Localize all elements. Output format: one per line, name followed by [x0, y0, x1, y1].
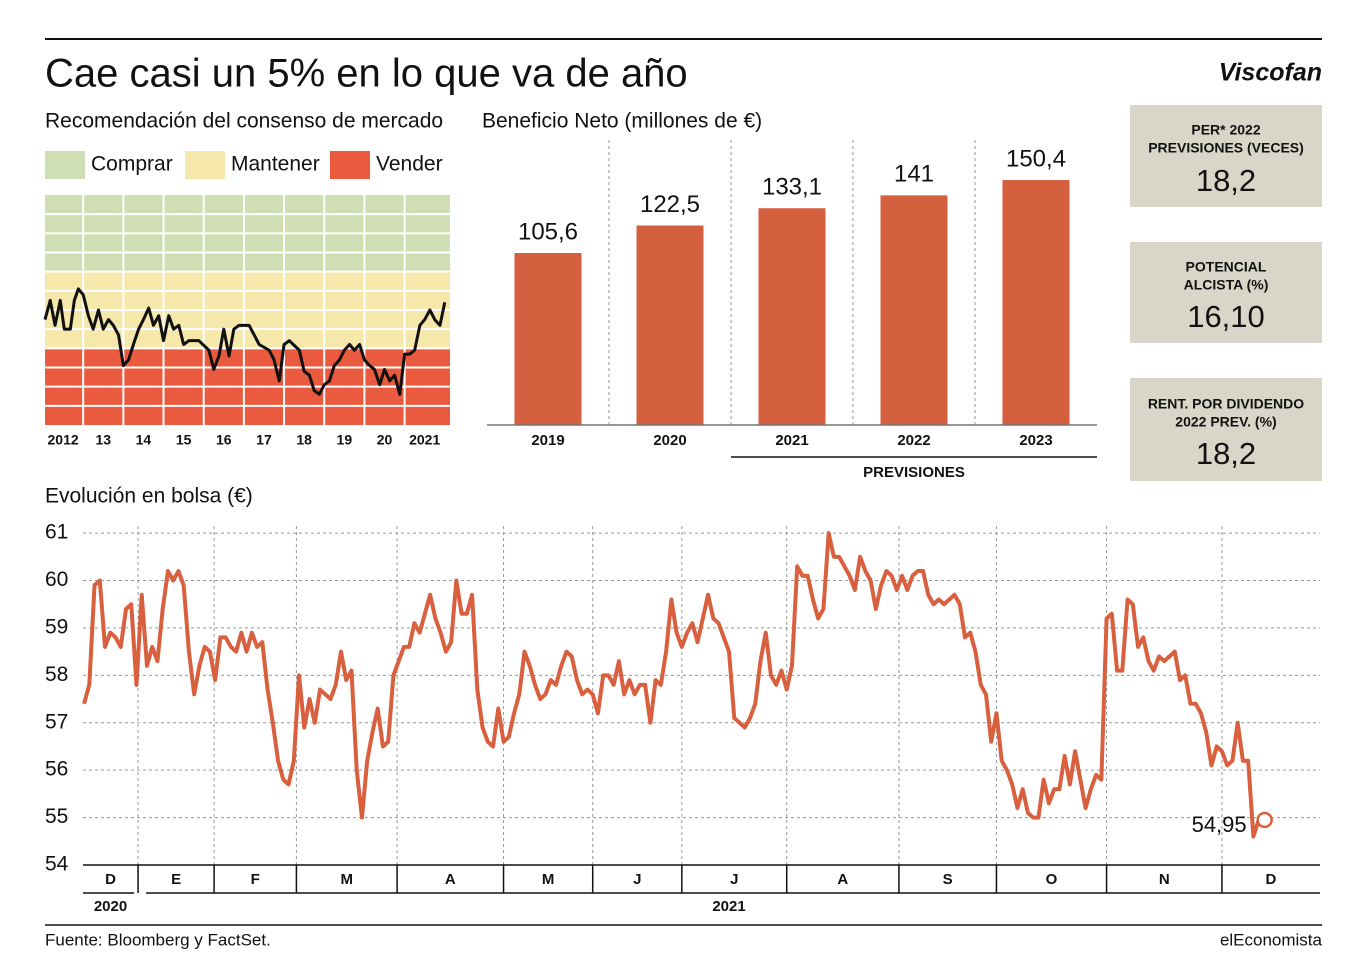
legend-label: Comprar	[91, 153, 173, 176]
stat-box: RENT. POR DIVIDENDO 2022 PREV. (%) 18,2	[1130, 378, 1322, 481]
x-tick-label: 20	[377, 432, 393, 448]
x-tick-label: N	[1159, 871, 1170, 888]
x-tick-label: 17	[256, 432, 272, 448]
bar	[758, 208, 826, 425]
x-tick-label: 2021	[409, 432, 440, 448]
stat-value: 18,2	[1196, 163, 1256, 198]
x-tick-label: A	[445, 871, 456, 888]
x-tick-label: 2022	[897, 432, 930, 449]
y-tick-label: 57	[45, 710, 68, 733]
x-tick-label: A	[837, 871, 848, 888]
legend-swatch	[185, 151, 225, 179]
x-tick-label: M	[341, 871, 354, 888]
legend-swatch	[330, 151, 370, 179]
value-label: 122,5	[640, 191, 700, 218]
year-label: 2020	[94, 898, 127, 915]
bar	[1002, 180, 1070, 425]
last-value-label: 54,95	[1192, 812, 1247, 837]
y-tick-label: 59	[45, 615, 68, 638]
last-point	[1256, 811, 1273, 829]
stat-label: 2022 PREV. (%)	[1175, 414, 1276, 430]
x-tick-label: 2012	[48, 432, 79, 448]
legend-label: Mantener	[231, 153, 320, 176]
stat-box: POTENCIAL ALCISTA (%) 16,10	[1130, 242, 1322, 343]
x-tick-label: 14	[136, 432, 152, 448]
x-tick-label: 2019	[531, 432, 564, 449]
y-tick-label: 54	[45, 853, 69, 876]
chart-title: Recomendación del consenso de mercado	[45, 110, 443, 133]
y-tick-label: 58	[45, 663, 68, 686]
x-tick-label: 15	[176, 432, 192, 448]
stat-value: 16,10	[1187, 299, 1265, 334]
publisher: elEconomista	[1220, 930, 1323, 949]
stat-box-bg	[1130, 105, 1322, 207]
value-label: 133,1	[762, 174, 822, 201]
value-label: 105,6	[518, 218, 578, 245]
stat-box-bg	[1130, 242, 1322, 343]
x-tick-label: 2021	[775, 432, 808, 449]
legend-label: Vender	[376, 153, 443, 176]
y-tick-label: 56	[45, 758, 68, 781]
legend-swatch	[45, 151, 85, 179]
x-tick-label: J	[633, 871, 641, 888]
value-label: 141	[894, 161, 934, 188]
bar	[514, 253, 582, 425]
stat-label: PREVISIONES (VECES)	[1148, 140, 1304, 156]
year-label: 2021	[712, 898, 745, 915]
data-line	[82, 531, 1261, 839]
data-line	[43, 287, 447, 396]
x-tick-label: O	[1046, 871, 1058, 888]
x-tick-label: M	[542, 871, 555, 888]
y-tick-label: 55	[45, 805, 68, 828]
y-tick-label: 60	[45, 568, 68, 591]
x-tick-label: E	[171, 871, 181, 888]
stat-box: PER* 2022 PREVISIONES (VECES) 18,2	[1130, 105, 1322, 207]
x-tick-label: F	[251, 871, 260, 888]
bar	[880, 195, 948, 425]
annotation: PREVISIONES	[863, 464, 965, 481]
x-tick-label: J	[730, 871, 738, 888]
chart-title: Evolución en bolsa (€)	[45, 485, 253, 508]
logo: Viscofan	[1219, 59, 1322, 87]
source: Fuente: Bloomberg y FactSet.	[45, 930, 271, 949]
page-title: Cae casi un 5% en lo que va de año	[45, 52, 688, 96]
stat-box-bg	[1130, 378, 1322, 481]
bar	[636, 225, 704, 425]
x-tick-label: 13	[95, 432, 111, 448]
x-tick-label: S	[943, 871, 953, 888]
stat-label: ALCISTA (%)	[1184, 277, 1269, 293]
stat-label: RENT. POR DIVIDENDO	[1148, 396, 1304, 412]
x-tick-label: 19	[337, 432, 353, 448]
y-tick-label: 61	[45, 521, 68, 544]
stat-value: 18,2	[1196, 436, 1256, 471]
x-tick-label: 16	[216, 432, 232, 448]
stat-label: PER* 2022	[1191, 122, 1260, 138]
chart-title: Beneficio Neto (millones de €)	[482, 110, 762, 133]
x-tick-label: D	[105, 871, 116, 888]
stat-label: POTENCIAL	[1186, 259, 1267, 275]
value-label: 150,4	[1006, 145, 1066, 172]
x-tick-label: 2023	[1019, 432, 1052, 449]
x-tick-label: D	[1266, 871, 1277, 888]
x-tick-label: 2020	[653, 432, 686, 449]
x-tick-label: 18	[296, 432, 312, 448]
